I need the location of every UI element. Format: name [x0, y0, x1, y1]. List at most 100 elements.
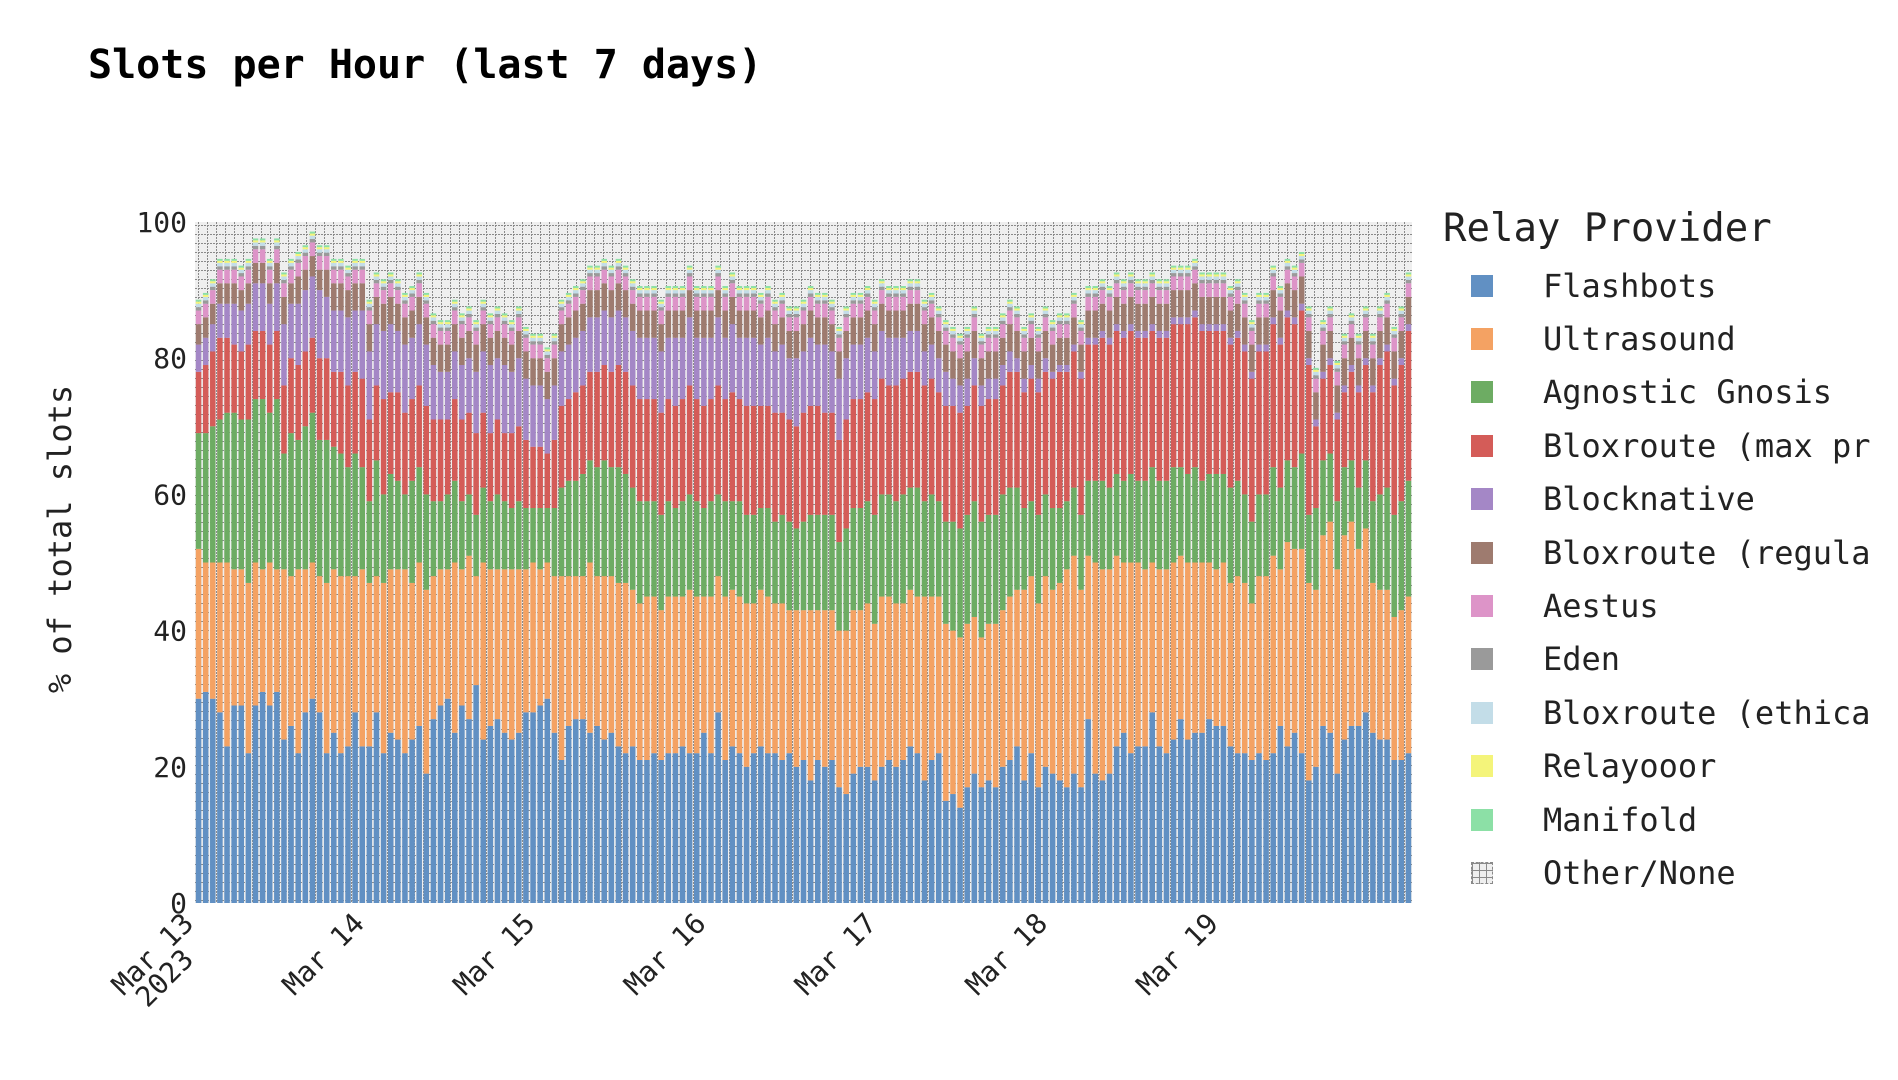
legend-label: Bloxroute (max pr — [1543, 426, 1871, 465]
legend-item[interactable]: Manifold — [1443, 793, 1898, 846]
bar-segment-other — [686, 222, 693, 266]
bar-segment — [473, 327, 479, 331]
bar-segment — [950, 405, 956, 522]
bar-segment-other — [402, 222, 408, 293]
bar-segment — [850, 508, 857, 611]
legend-item[interactable]: Other/None — [1443, 846, 1898, 899]
bar-segment — [1056, 365, 1063, 372]
bar-segment — [1256, 494, 1262, 577]
bar-segment — [615, 266, 622, 270]
bar-segment — [1241, 344, 1248, 352]
bar-segment-other — [608, 222, 615, 266]
bar-segment — [459, 313, 465, 316]
bar-segment — [494, 308, 501, 311]
bar-segment — [345, 467, 351, 577]
legend-swatch — [1471, 541, 1493, 564]
bar-segment — [964, 351, 970, 379]
bar-segment — [537, 344, 543, 359]
bar-segment — [1092, 288, 1099, 291]
bar-segment — [295, 569, 301, 754]
bar-segment — [1234, 330, 1241, 338]
legend-item[interactable]: Eden — [1443, 633, 1898, 686]
legend-item[interactable]: Bloxroute (max pr — [1443, 419, 1898, 472]
bar-segment — [295, 303, 301, 366]
bar-segment — [1355, 725, 1362, 903]
legend-item[interactable]: Blocknative — [1443, 473, 1898, 526]
bar-segment — [658, 412, 664, 515]
bar-segment — [516, 426, 522, 502]
bar-segment — [530, 344, 536, 359]
bar-segment — [565, 296, 572, 301]
bar-segment — [729, 501, 736, 590]
bar-segment — [288, 269, 294, 284]
bar-segment — [1370, 344, 1376, 359]
bar-segment — [1199, 283, 1205, 297]
bar-segment-other — [302, 222, 309, 246]
bar-segment — [1149, 562, 1155, 713]
bar-segment — [530, 385, 536, 447]
bar-segment — [1263, 303, 1269, 318]
bar-segment — [338, 283, 344, 311]
bar-segment — [914, 487, 921, 597]
bar-segment — [366, 746, 373, 903]
bar-segment — [1121, 562, 1127, 733]
bar-segment — [366, 324, 373, 352]
bar-segment — [658, 324, 664, 352]
bar-segment — [558, 301, 565, 304]
legend-item[interactable]: Aestus — [1443, 579, 1898, 632]
bar-segment — [1405, 276, 1412, 280]
bar-segment — [1071, 292, 1077, 295]
bar-segment — [573, 286, 579, 289]
bar-segment — [573, 576, 579, 720]
bar-segment — [701, 337, 707, 406]
bar-segment — [459, 324, 465, 338]
bar-segment — [1170, 317, 1177, 325]
bar-segment — [1007, 351, 1013, 372]
bar-segment — [1142, 279, 1148, 282]
bar-segment — [316, 252, 323, 257]
bar-segment — [1284, 269, 1291, 284]
bar-segment — [1313, 378, 1319, 393]
bar-segment — [202, 433, 209, 563]
bar-segment — [266, 260, 273, 263]
bar-segment — [395, 739, 401, 903]
legend-label: Aestus — [1543, 587, 1659, 626]
bar-segment — [651, 399, 657, 502]
bar-segment — [992, 328, 999, 331]
bar-segment — [501, 433, 508, 502]
bar-segment — [772, 303, 778, 308]
legend-item[interactable]: Flashbots — [1443, 259, 1898, 312]
bar-segment — [793, 317, 800, 331]
bar-segment — [601, 269, 607, 284]
bar-segment — [644, 501, 650, 597]
legend-item[interactable]: Relayooor — [1443, 740, 1898, 793]
legend-item[interactable]: Agnostic Gnosis — [1443, 366, 1898, 419]
bar-segment — [224, 258, 230, 261]
bar-segment — [1220, 276, 1227, 280]
bar-segment — [1185, 269, 1191, 274]
bar-segment — [1206, 274, 1212, 277]
bar-segment — [1256, 576, 1262, 754]
bar-segment — [743, 286, 750, 289]
bar-segment — [743, 766, 750, 903]
bar-segment — [238, 351, 245, 420]
legend-item[interactable]: Bloxroute (regula — [1443, 526, 1898, 579]
bar-segment — [1384, 303, 1390, 318]
bar-segment — [971, 310, 978, 314]
bar-segment — [508, 508, 515, 570]
legend-item[interactable]: Bloxroute (ethica — [1443, 686, 1898, 739]
bar-segment — [822, 412, 828, 515]
legend-item[interactable]: Ultrasound — [1443, 312, 1898, 365]
bar-segment — [444, 494, 451, 570]
bar-segment-other — [1000, 222, 1006, 314]
bar-segment — [871, 623, 878, 781]
bar-segment — [331, 446, 337, 570]
bar-segment — [886, 385, 892, 495]
bar-segment — [1085, 310, 1091, 338]
bar-segment-other — [658, 222, 664, 300]
legend-swatch — [1471, 488, 1493, 511]
bar-segment-other — [366, 222, 373, 300]
bar-segment — [750, 405, 757, 515]
bar-segment — [309, 239, 316, 243]
bar-segment — [871, 351, 878, 400]
